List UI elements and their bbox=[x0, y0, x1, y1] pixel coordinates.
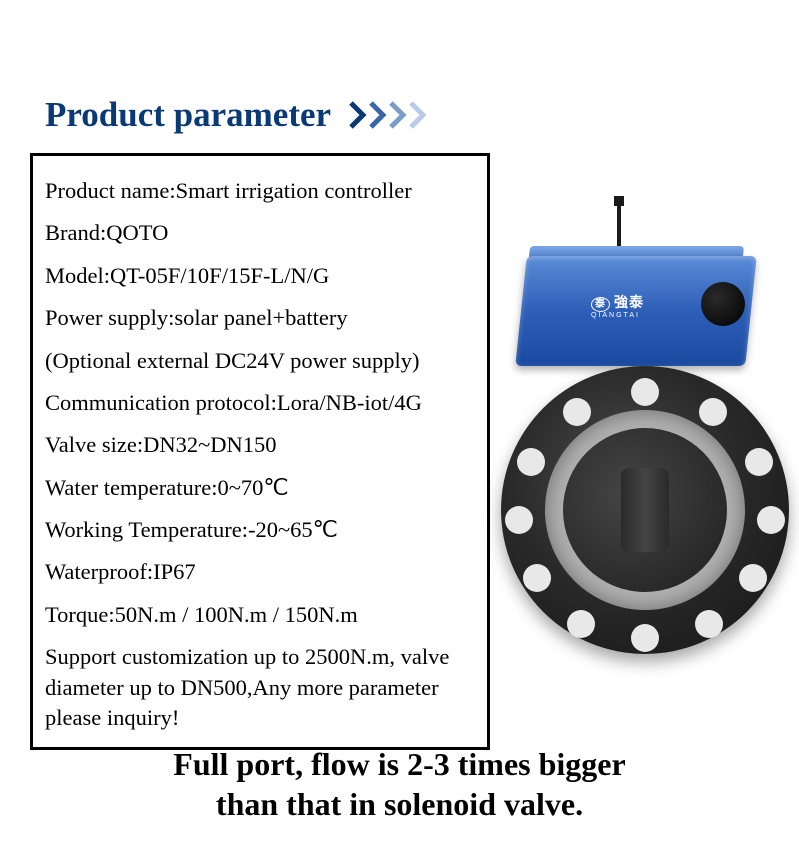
param-line: Waterproof:IP67 bbox=[45, 557, 475, 587]
param-line: (Optional external DC24V power supply) bbox=[45, 346, 475, 376]
bolt-hole-icon bbox=[505, 506, 533, 534]
param-line: Power supply:solar panel+battery bbox=[45, 303, 475, 333]
param-line: Water temperature:0~70℃ bbox=[45, 473, 475, 503]
actuator-knob-icon bbox=[701, 282, 745, 326]
bolt-hole-icon bbox=[699, 398, 727, 426]
param-line: Communication protocol:Lora/NB-iot/4G bbox=[45, 388, 475, 418]
param-line: Product name:Smart irrigation controller bbox=[45, 176, 475, 206]
parameters-box: Product name:Smart irrigation controller… bbox=[30, 153, 490, 750]
bolt-hole-icon bbox=[695, 610, 723, 638]
footer-text: Full port, flow is 2-3 times bigger than… bbox=[0, 744, 799, 824]
header: Product parameter bbox=[0, 0, 799, 153]
antenna-tip-icon bbox=[614, 196, 624, 206]
bolt-hole-icon bbox=[631, 624, 659, 652]
param-line: Torque:50N.m / 100N.m / 150N.m bbox=[45, 600, 475, 630]
param-line: Support customization up to 2500N.m, val… bbox=[45, 642, 475, 733]
actuator-logo-text: 泰強泰 QIANGTAI bbox=[591, 292, 644, 319]
footer-line1: Full port, flow is 2-3 times bigger bbox=[173, 746, 625, 782]
param-line: Model:QT-05F/10F/15F-L/N/G bbox=[45, 261, 475, 291]
valve-center bbox=[621, 468, 669, 552]
bolt-hole-icon bbox=[517, 448, 545, 476]
bolt-hole-icon bbox=[757, 506, 785, 534]
param-line: Valve size:DN32~DN150 bbox=[45, 430, 475, 460]
bolt-hole-icon bbox=[745, 448, 773, 476]
chevrons-icon bbox=[349, 101, 427, 129]
param-line: Brand:QOTO bbox=[45, 218, 475, 248]
header-title: Product parameter bbox=[45, 95, 331, 135]
bolt-hole-icon bbox=[567, 610, 595, 638]
bolt-hole-icon bbox=[523, 564, 551, 592]
product-image: 泰強泰 QIANGTAI bbox=[501, 200, 791, 710]
bolt-hole-icon bbox=[631, 378, 659, 406]
bolt-hole-icon bbox=[739, 564, 767, 592]
footer-line2: than that in solenoid valve. bbox=[216, 786, 583, 822]
param-line: Working Temperature:-20~65℃ bbox=[45, 515, 475, 545]
bolt-hole-icon bbox=[563, 398, 591, 426]
